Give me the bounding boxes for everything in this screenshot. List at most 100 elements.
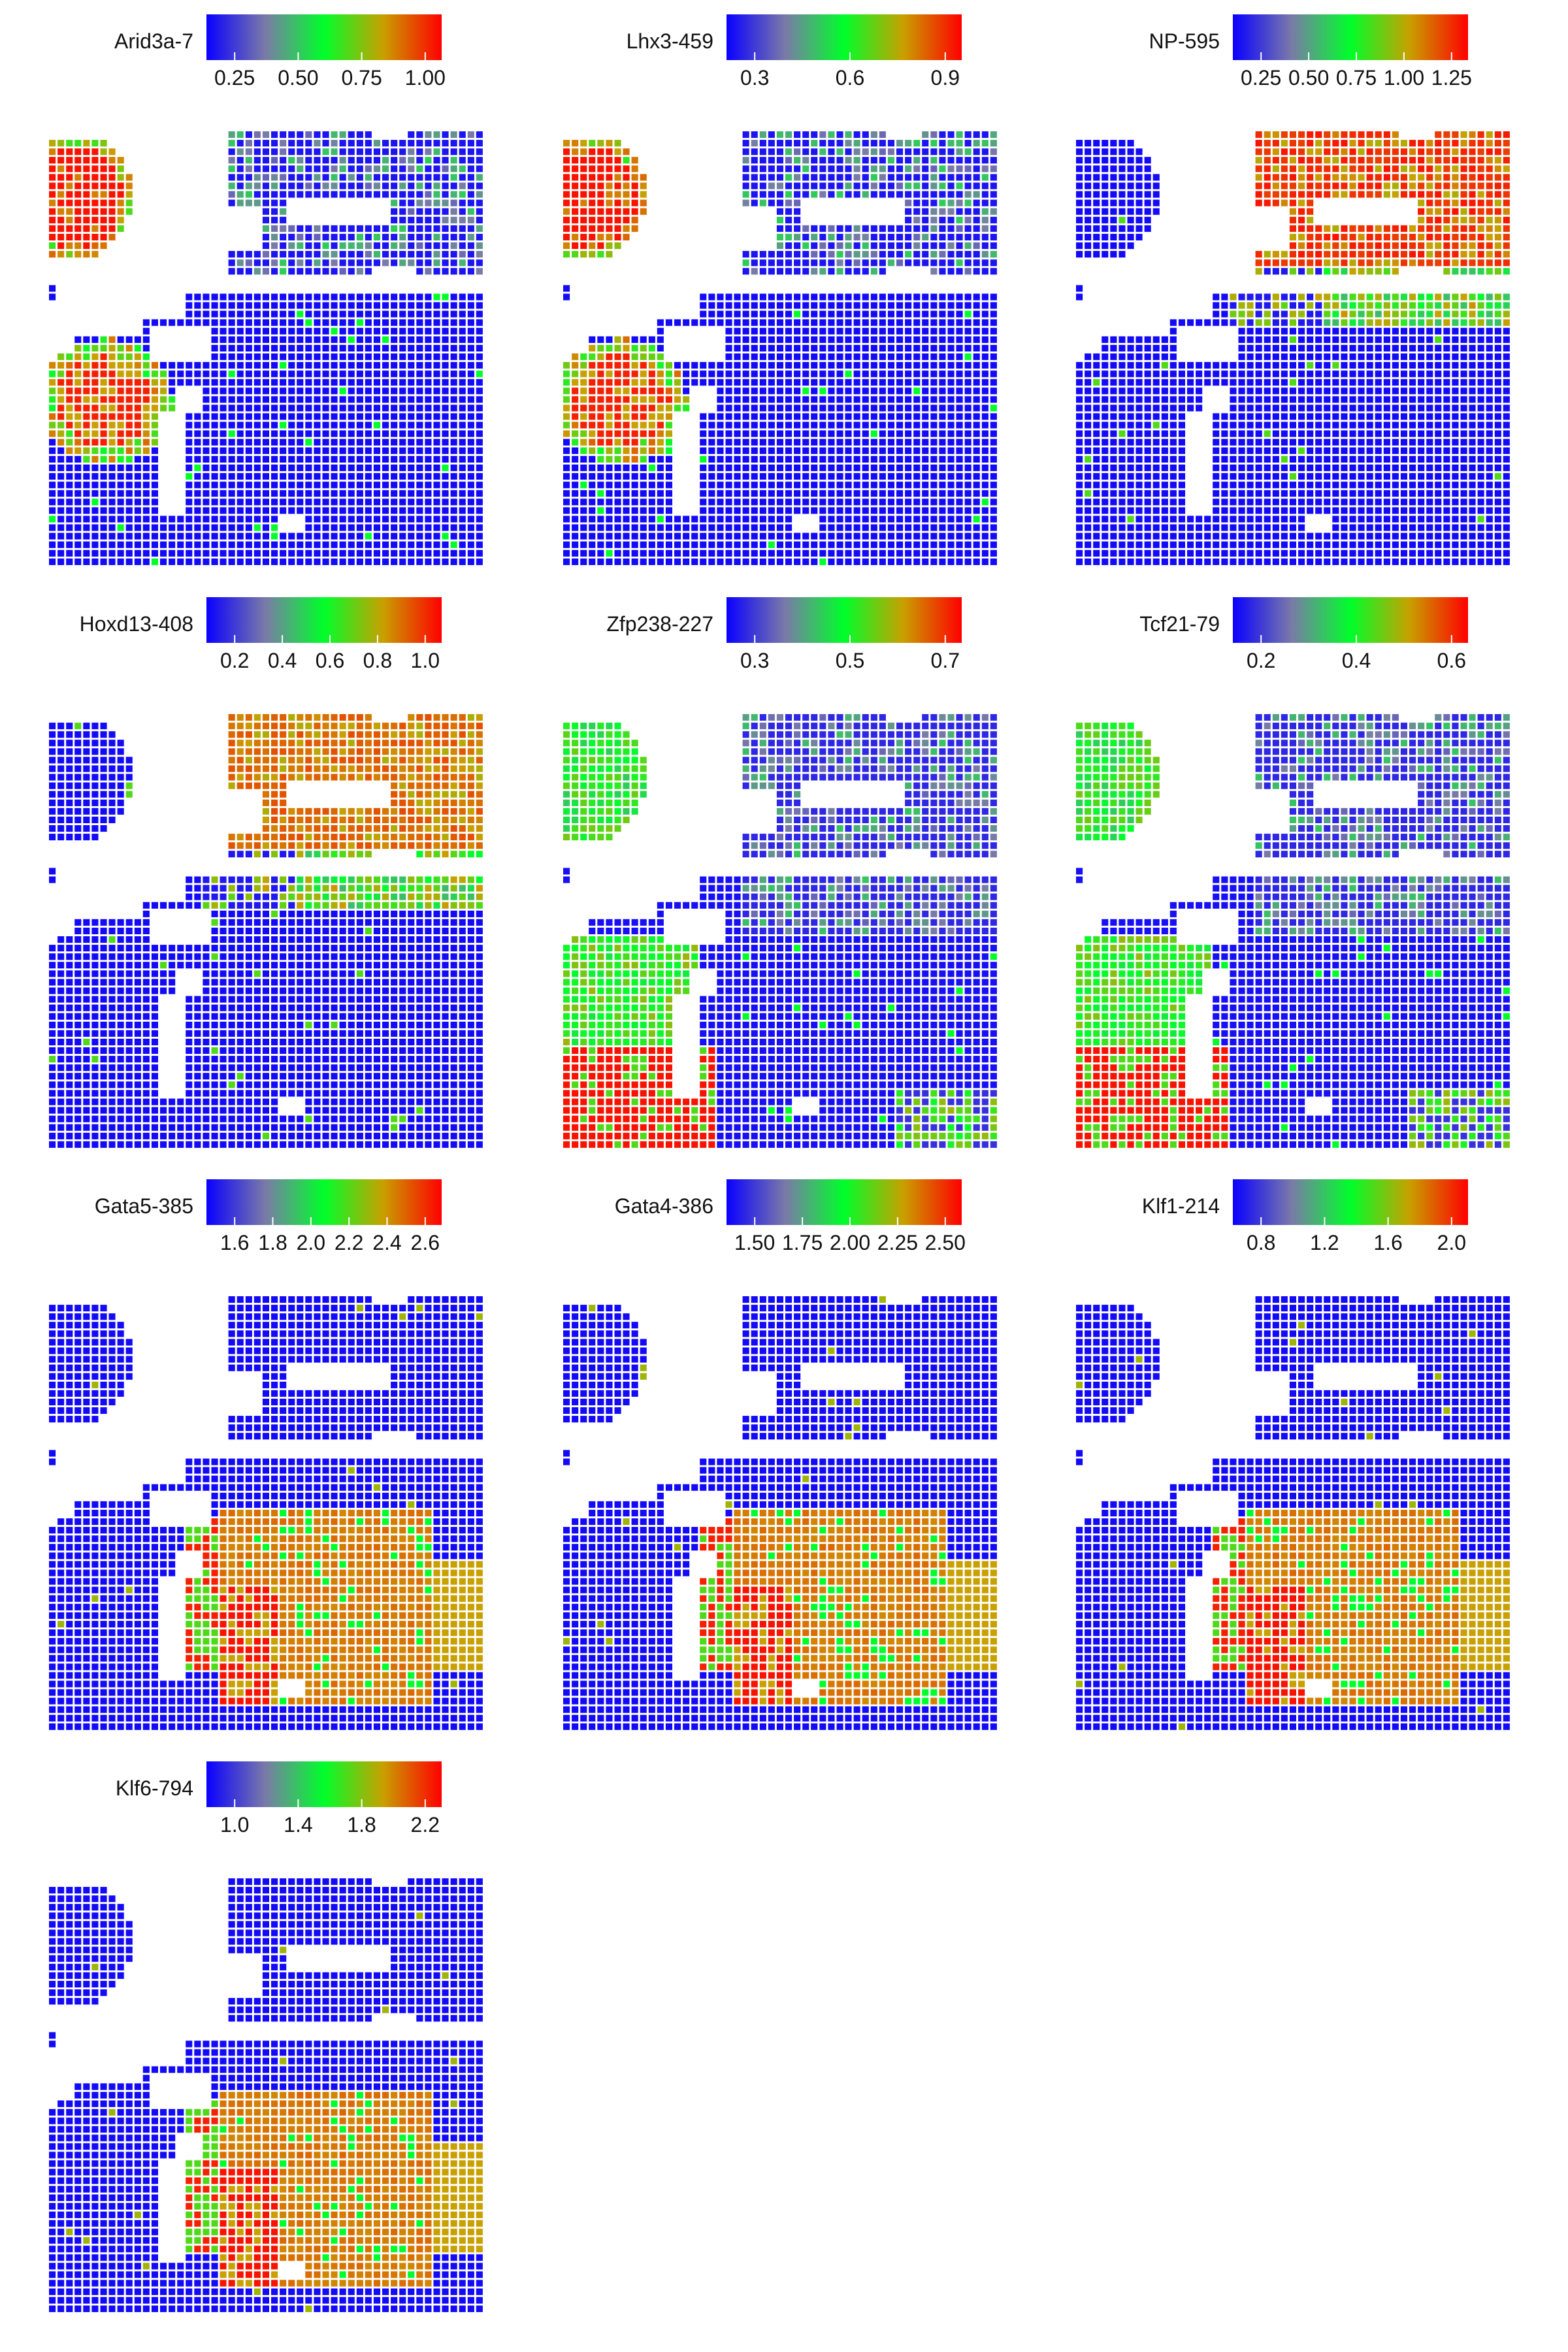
heatmap-cell (759, 165, 766, 172)
heatmap-cell (408, 515, 415, 523)
heatmap-cell (708, 447, 715, 454)
heatmap-cell (589, 344, 596, 351)
heatmap-cell (580, 421, 587, 429)
heatmap-cell (160, 362, 167, 369)
heatmap-cell (425, 524, 432, 531)
heatmap-cell (237, 199, 244, 206)
heatmap-cell (1383, 165, 1390, 172)
heatmap-cell (297, 490, 304, 497)
heatmap-cell (66, 379, 73, 386)
heatmap-cell (657, 482, 664, 489)
heatmap-cell (416, 233, 423, 240)
heatmap-cell (922, 421, 929, 429)
heatmap-cell (870, 396, 877, 403)
heatmap-cell (66, 447, 73, 454)
heatmap-cell (262, 140, 269, 147)
heatmap-cell (297, 558, 304, 565)
heatmap-cell (1366, 344, 1373, 351)
heatmap-cell (947, 165, 955, 172)
heatmap-cell (1486, 268, 1493, 275)
heatmap-cell (913, 216, 921, 223)
heatmap-cell (1426, 242, 1433, 250)
heatmap-cell (322, 182, 329, 189)
heatmap-cell (589, 455, 596, 463)
heatmap-cell (348, 259, 355, 267)
heatmap-cell (365, 259, 372, 267)
heatmap-cell (280, 344, 287, 351)
heatmap-cell (1400, 353, 1407, 361)
heatmap-cell (271, 379, 278, 386)
heatmap-cell (922, 558, 929, 565)
heatmap-cell (1443, 353, 1450, 361)
heatmap-cell (169, 541, 176, 548)
heatmap-cell (271, 191, 278, 198)
heatmap-cell (913, 208, 921, 215)
heatmap-cell (425, 465, 432, 472)
heatmap-cell (811, 174, 818, 181)
heatmap-cell (1460, 199, 1467, 206)
heatmap-cell (339, 319, 346, 326)
heatmap-cell (606, 438, 613, 446)
heatmap-cell (314, 524, 321, 531)
heatmap-cell (981, 524, 988, 531)
heatmap-cell (631, 157, 638, 164)
heatmap-cell (1076, 174, 1083, 181)
heatmap-cell (1119, 165, 1126, 172)
heatmap-cell (433, 242, 440, 250)
heatmap-cell (725, 438, 732, 446)
heatmap-cell (49, 396, 56, 403)
heatmap-cell (1503, 174, 1510, 181)
heatmap-cell (399, 157, 406, 164)
heatmap-cell (922, 208, 929, 215)
heatmap-cell (399, 455, 406, 463)
heatmap-cell (896, 362, 904, 369)
heatmap-cell (331, 482, 338, 489)
heatmap-cell (425, 482, 432, 489)
heatmap-cell (862, 344, 869, 351)
heatmap-cell (1221, 302, 1228, 309)
heatmap-cell (973, 558, 980, 565)
heatmap-cell (922, 465, 929, 472)
heatmap-cell (683, 319, 690, 326)
heatmap-cell (614, 157, 621, 164)
heatmap-cell (220, 455, 227, 463)
heatmap-cell (391, 413, 398, 420)
heatmap-cell (1383, 157, 1390, 164)
heatmap-cell (572, 251, 579, 258)
heatmap-cell (365, 455, 372, 463)
heatmap-cell (297, 182, 304, 189)
heatmap-cell (1315, 336, 1322, 343)
heatmap-cell (751, 447, 758, 454)
heatmap-cell (237, 465, 244, 472)
heatmap-cell (271, 387, 278, 395)
heatmap-cell (467, 242, 474, 250)
heatmap-cell (425, 344, 432, 351)
heatmap-cell (700, 379, 707, 386)
heatmap-cell (768, 302, 775, 309)
heatmap-cell (1443, 148, 1450, 155)
heatmap-cell (751, 191, 758, 198)
heatmap-cell (913, 327, 921, 335)
heatmap-cell (74, 157, 82, 164)
heatmap-cell (91, 396, 99, 403)
heatmap-cell (1281, 165, 1288, 172)
heatmap-cell (211, 490, 218, 497)
heatmap-cell (442, 532, 449, 540)
heatmap-cell (870, 310, 877, 318)
heatmap-cell (1435, 251, 1442, 258)
heatmap-cell (1409, 191, 1416, 198)
heatmap-cell (580, 225, 587, 232)
heatmap-cell (828, 174, 835, 181)
heatmap-cell (228, 430, 235, 437)
heatmap-cell (331, 447, 338, 454)
heatmap-cell (768, 336, 775, 343)
heatmap-cell (1238, 327, 1245, 335)
heatmap-cell (373, 344, 380, 351)
heatmap-cell (930, 370, 938, 378)
heatmap-cell (331, 319, 338, 326)
heatmap-cell (1503, 148, 1510, 155)
heatmap-cell (348, 404, 355, 412)
heatmap-cell (845, 165, 852, 172)
heatmap-cell (151, 379, 158, 386)
heatmap-cell (100, 387, 107, 395)
